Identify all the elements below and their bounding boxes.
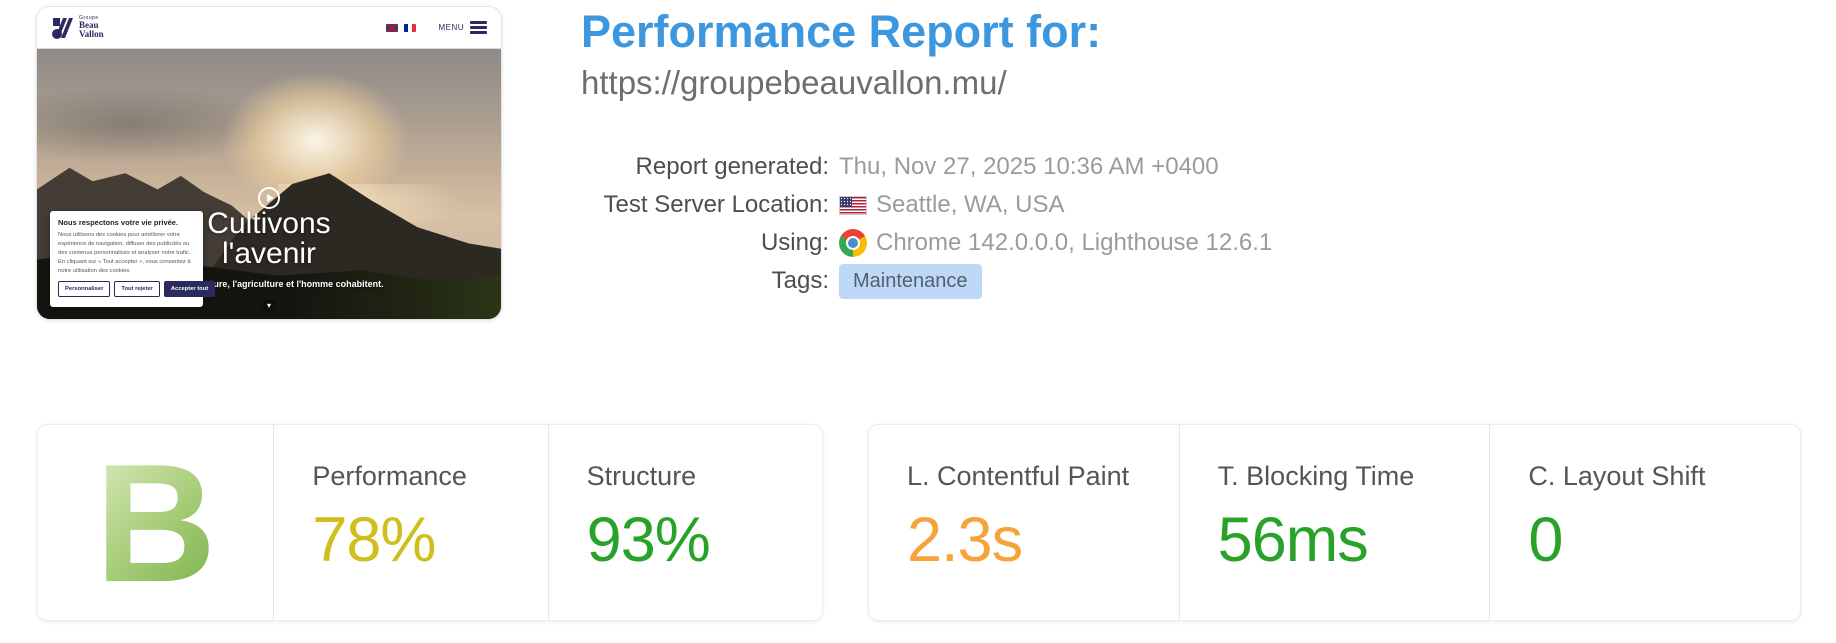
us-flag-icon xyxy=(839,195,867,215)
using-value: Chrome 142.0.0.0, Lighthouse 12.6.1 xyxy=(876,229,1273,256)
test-server-location-value: Seattle, WA, USA xyxy=(876,191,1065,218)
lcp-cell: L. Contentful Paint 2.3s xyxy=(869,425,1179,620)
site-logo: Groupe Beau Vallon xyxy=(51,16,104,40)
hero-image: Cultivons l'avenir toire où la nature, l… xyxy=(37,49,501,319)
tag-badge-maintenance[interactable]: Maintenance xyxy=(839,263,982,299)
hamburger-icon xyxy=(470,21,487,34)
tbt-cell: T. Blocking Time 56ms xyxy=(1178,425,1490,620)
tbt-value: 56ms xyxy=(1217,505,1369,575)
cls-cell: C. Layout Shift 0 xyxy=(1489,425,1800,620)
report-generated-value: Thu, Nov 27, 2025 10:36 AM +0400 xyxy=(839,153,1219,180)
cookie-body: Nous utilisons des cookies pour améliore… xyxy=(58,232,191,274)
tbt-label: T. Blocking Time xyxy=(1217,461,1415,491)
site-screenshot-thumbnail[interactable]: Groupe Beau Vallon MENU Cultivons l'aven… xyxy=(36,6,502,320)
performance-value: 78% xyxy=(312,505,436,575)
cookie-consent-dialog: Nous respectons votre vie privée. Nous u… xyxy=(50,211,216,307)
tags-label: Tags: xyxy=(771,267,829,294)
cls-value: 0 xyxy=(1528,505,1563,575)
lcp-value: 2.3s xyxy=(907,505,1023,575)
cookie-reject-button: Tout rejeter xyxy=(114,280,160,297)
performance-score-cell: Performance 78% xyxy=(273,425,547,620)
structure-score-cell: Structure 93% xyxy=(547,425,822,620)
cookie-customize-button: Personnaliser xyxy=(58,280,111,297)
hero-title: Cultivons l'avenir xyxy=(207,207,331,270)
structure-label: Structure xyxy=(586,461,697,491)
structure-value: 93% xyxy=(586,505,711,575)
using-row: Using: Chrome 142.0.0.0, Lighthouse 12.6… xyxy=(581,224,1272,262)
site-logo-text: Groupe Beau Vallon xyxy=(79,15,104,39)
cookie-accept-button: Accepter tout xyxy=(163,280,216,297)
test-server-location-label: Test Server Location: xyxy=(603,191,829,218)
test-server-location-row: Test Server Location: Seattle, WA, USA xyxy=(581,186,1272,224)
site-header-bar: Groupe Beau Vallon MENU xyxy=(37,7,501,49)
tags-row: Tags: Maintenance xyxy=(581,262,1272,300)
performance-label: Performance xyxy=(312,461,467,491)
hero-caption: toire où la nature, l'agriculture et l'h… xyxy=(154,279,384,289)
report-generated-row: Report generated: Thu, Nov 27, 2025 10:3… xyxy=(581,148,1272,186)
report-meta: Report generated: Thu, Nov 27, 2025 10:3… xyxy=(581,148,1272,300)
report-url-link[interactable]: https://groupebeauvallon.mu/ xyxy=(581,64,1007,101)
beau-vallon-logo-icon xyxy=(52,17,73,39)
web-vitals-card: L. Contentful Paint 2.3s T. Blocking Tim… xyxy=(868,424,1801,621)
play-icon xyxy=(258,187,280,209)
grade-cell: B xyxy=(38,425,273,620)
scroll-down-icon: ▾ xyxy=(262,299,276,312)
lcp-label: L. Contentful Paint xyxy=(907,461,1130,491)
cls-label: C. Layout Shift xyxy=(1528,461,1706,491)
menu-label: MENU xyxy=(438,23,464,32)
cookie-title: Nous respectons votre vie privée. xyxy=(58,218,179,227)
report-generated-label: Report generated: xyxy=(635,153,829,180)
chrome-icon xyxy=(839,229,867,257)
uk-flag-icon xyxy=(386,23,399,32)
using-label: Using: xyxy=(760,229,829,256)
grade-letter: B xyxy=(95,428,217,617)
page-title: Performance Report for: xyxy=(581,6,1102,57)
site-menu-button: MENU xyxy=(438,21,487,34)
gtmetrix-grade-card: B Performance 78% Structure 93% xyxy=(37,424,823,621)
france-flag-icon xyxy=(404,23,417,32)
